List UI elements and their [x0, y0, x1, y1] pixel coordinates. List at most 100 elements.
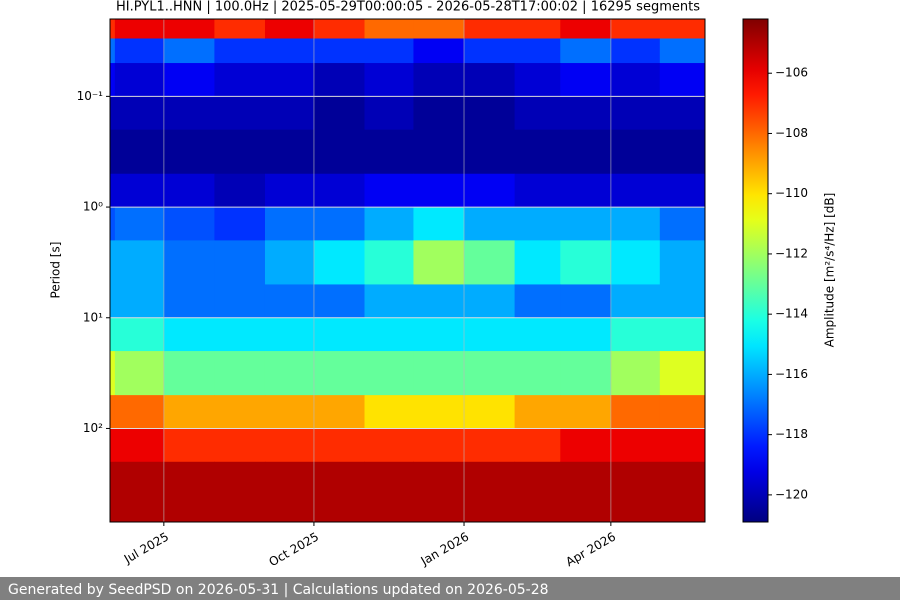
- heatmap-cell: [514, 428, 561, 463]
- heatmap-cell: [364, 19, 414, 39]
- x-tick-label: Jul 2025: [121, 530, 171, 567]
- heatmap-cell: [110, 63, 116, 97]
- heatmap-cell: [313, 38, 366, 64]
- heatmap-cell: [514, 38, 561, 64]
- heatmap-cell: [264, 63, 315, 97]
- heatmap-cell: [214, 207, 266, 241]
- heatmap-cell: [610, 173, 661, 208]
- y-tick-label: 10⁰: [83, 200, 103, 214]
- colorbar-tick-label: −116: [775, 367, 808, 381]
- heatmap-cell: [110, 19, 116, 39]
- heatmap-cell: [413, 63, 465, 97]
- heatmap-cell: [313, 96, 366, 131]
- heatmap-cell: [659, 461, 706, 523]
- heatmap-cell: [364, 38, 414, 64]
- colorbar-tick-label: −110: [775, 186, 808, 200]
- heatmap-cell: [610, 63, 661, 97]
- plot-frame: [109, 18, 706, 523]
- heatmap-cell: [464, 284, 516, 319]
- y-tick-label: 10⁻¹: [77, 89, 104, 103]
- heatmap-cell: [514, 129, 561, 175]
- heatmap-cell: [364, 461, 414, 523]
- heatmap-cell: [313, 173, 366, 208]
- heatmap-cell: [560, 461, 612, 523]
- heatmap-cell: [114, 240, 165, 285]
- chart-title: HI.PYL1..HNN | 100.0Hz | 2025-05-29T00:0…: [116, 0, 700, 15]
- heatmap-cell: [514, 240, 561, 285]
- heatmap-cell: [560, 129, 612, 175]
- heatmap-cell: [313, 240, 366, 285]
- heatmap-cell: [163, 63, 215, 97]
- heatmap-cell: [214, 284, 266, 319]
- heatmap-cell: [464, 428, 516, 463]
- heatmap-cell: [659, 38, 706, 64]
- heatmap-cell: [413, 395, 465, 429]
- heatmap-cell: [659, 63, 706, 97]
- y-tick-label: 10²: [83, 421, 103, 435]
- heatmap-cell: [560, 173, 612, 208]
- heatmap-cell: [264, 129, 315, 175]
- heatmap-cell: [110, 351, 116, 396]
- heatmap-cell: [114, 63, 165, 97]
- heatmap-cell: [214, 428, 266, 463]
- heatmap-cell: [114, 96, 165, 131]
- heatmap-cell: [514, 19, 561, 39]
- heatmap-cell: [313, 461, 366, 523]
- heatmap-cell: [413, 351, 465, 396]
- heatmap-cell: [514, 461, 561, 523]
- heatmap-cell: [560, 395, 612, 429]
- heatmap-cell: [163, 96, 215, 131]
- heatmap-cell: [264, 317, 315, 352]
- heatmap-cell: [610, 284, 661, 319]
- heatmap-cell: [163, 351, 215, 396]
- heatmap-cell: [364, 129, 414, 175]
- heatmap-cell: [364, 317, 414, 352]
- heatmap-cell: [560, 351, 612, 396]
- heatmap-cell: [364, 351, 414, 396]
- heatmap-cell: [464, 173, 516, 208]
- heatmap-cell: [514, 96, 561, 131]
- heatmap-cell: [313, 351, 366, 396]
- heatmap-cell: [110, 240, 116, 285]
- heatmap-cell: [114, 38, 165, 64]
- heatmap-cell: [413, 240, 465, 285]
- heatmap-cell: [514, 317, 561, 352]
- heatmap-cell: [114, 395, 165, 429]
- heatmap-cell: [560, 96, 612, 131]
- heatmap-cell: [413, 129, 465, 175]
- heatmap-cell: [110, 461, 116, 523]
- heatmap-cell: [364, 395, 414, 429]
- heatmap-cell: [110, 129, 116, 175]
- heatmap-cell: [610, 19, 661, 39]
- heatmap-cell: [114, 19, 165, 39]
- heatmap-cell: [610, 96, 661, 131]
- heatmap-cell: [114, 461, 165, 523]
- heatmap-cell: [364, 63, 414, 97]
- heatmap-cell: [264, 351, 315, 396]
- heatmap-cell: [163, 129, 215, 175]
- heatmap-cell: [413, 96, 465, 131]
- heatmap-cell: [214, 63, 266, 97]
- heatmap-cell: [413, 173, 465, 208]
- heatmap-cell: [413, 461, 465, 523]
- heatmap-cell: [464, 19, 516, 39]
- heatmap-cell: [659, 284, 706, 319]
- heatmap-cell: [413, 19, 465, 39]
- heatmap-cell: [264, 284, 315, 319]
- heatmap-cell: [163, 173, 215, 208]
- heatmap-cell: [114, 284, 165, 319]
- heatmap-cell: [110, 284, 116, 319]
- heatmap-cell: [364, 173, 414, 208]
- heatmap-cell: [610, 395, 661, 429]
- heatmap-cell: [110, 395, 116, 429]
- heatmap-cell: [514, 63, 561, 97]
- heatmap-cell: [313, 428, 366, 463]
- heatmap-cell: [364, 96, 414, 131]
- heatmap-cell: [560, 63, 612, 97]
- heatmap-cell: [610, 207, 661, 241]
- heatmap-cell: [560, 428, 612, 463]
- colorbar-tick-label: −112: [775, 246, 808, 260]
- heatmap-cell: [114, 317, 165, 352]
- heatmap-cell: [610, 38, 661, 64]
